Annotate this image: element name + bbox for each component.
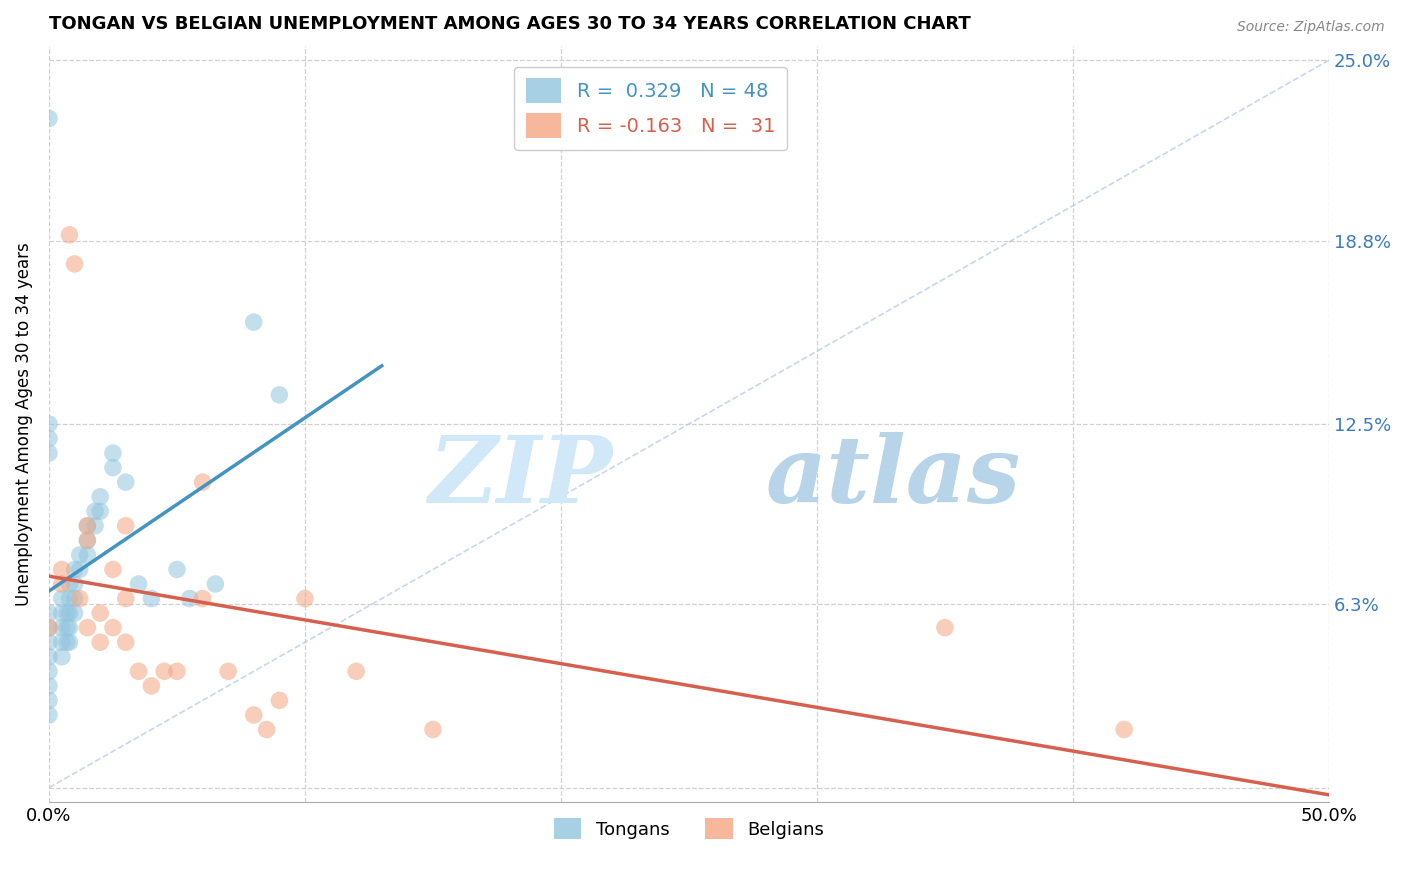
Point — [166, 562, 188, 576]
Point — [63, 606, 86, 620]
Point — [294, 591, 316, 606]
Point — [153, 665, 176, 679]
Y-axis label: Unemployment Among Ages 30 to 34 years: Unemployment Among Ages 30 to 34 years — [15, 242, 32, 606]
Point — [58, 577, 80, 591]
Point — [51, 621, 73, 635]
Point — [58, 591, 80, 606]
Point — [101, 460, 124, 475]
Point — [89, 504, 111, 518]
Point — [38, 635, 60, 649]
Point — [114, 635, 136, 649]
Point — [89, 490, 111, 504]
Point — [38, 112, 60, 126]
Point — [38, 432, 60, 446]
Point — [217, 665, 239, 679]
Point — [128, 665, 150, 679]
Point — [89, 606, 111, 620]
Point — [38, 693, 60, 707]
Point — [934, 621, 956, 635]
Point — [179, 591, 201, 606]
Point — [141, 591, 163, 606]
Point — [51, 562, 73, 576]
Point — [69, 591, 91, 606]
Point — [51, 635, 73, 649]
Point — [256, 723, 278, 737]
Text: ZIP: ZIP — [427, 432, 612, 522]
Point — [84, 504, 107, 518]
Point — [76, 533, 98, 548]
Point — [63, 591, 86, 606]
Point — [166, 665, 188, 679]
Point — [101, 562, 124, 576]
Point — [56, 606, 79, 620]
Point — [128, 577, 150, 591]
Point — [101, 446, 124, 460]
Point — [69, 548, 91, 562]
Text: Source: ZipAtlas.com: Source: ZipAtlas.com — [1237, 20, 1385, 34]
Point — [101, 621, 124, 635]
Point — [51, 606, 73, 620]
Point — [191, 591, 214, 606]
Text: TONGAN VS BELGIAN UNEMPLOYMENT AMONG AGES 30 TO 34 YEARS CORRELATION CHART: TONGAN VS BELGIAN UNEMPLOYMENT AMONG AGE… — [49, 15, 970, 33]
Point — [204, 577, 226, 591]
Point — [58, 227, 80, 242]
Point — [76, 518, 98, 533]
Point — [63, 562, 86, 576]
Point — [38, 665, 60, 679]
Point — [1114, 723, 1136, 737]
Text: atlas: atlas — [766, 432, 1021, 522]
Point — [38, 649, 60, 664]
Point — [242, 708, 264, 723]
Point — [38, 708, 60, 723]
Point — [344, 665, 367, 679]
Point — [69, 562, 91, 576]
Point — [38, 621, 60, 635]
Point — [38, 417, 60, 431]
Point — [51, 591, 73, 606]
Point — [38, 679, 60, 693]
Point — [269, 388, 291, 402]
Point — [63, 257, 86, 271]
Point — [38, 446, 60, 460]
Point — [242, 315, 264, 329]
Point — [63, 577, 86, 591]
Point — [58, 621, 80, 635]
Point — [76, 548, 98, 562]
Point — [76, 621, 98, 635]
Point — [76, 518, 98, 533]
Point — [89, 635, 111, 649]
Legend: Tongans, Belgians: Tongans, Belgians — [547, 811, 831, 847]
Point — [56, 635, 79, 649]
Point — [114, 475, 136, 490]
Point — [141, 679, 163, 693]
Point — [422, 723, 444, 737]
Point — [38, 606, 60, 620]
Point — [56, 621, 79, 635]
Point — [51, 649, 73, 664]
Point — [58, 635, 80, 649]
Point — [38, 621, 60, 635]
Point — [114, 518, 136, 533]
Point — [269, 693, 291, 707]
Point — [58, 606, 80, 620]
Point — [51, 577, 73, 591]
Point — [76, 533, 98, 548]
Point — [84, 518, 107, 533]
Point — [191, 475, 214, 490]
Point — [114, 591, 136, 606]
